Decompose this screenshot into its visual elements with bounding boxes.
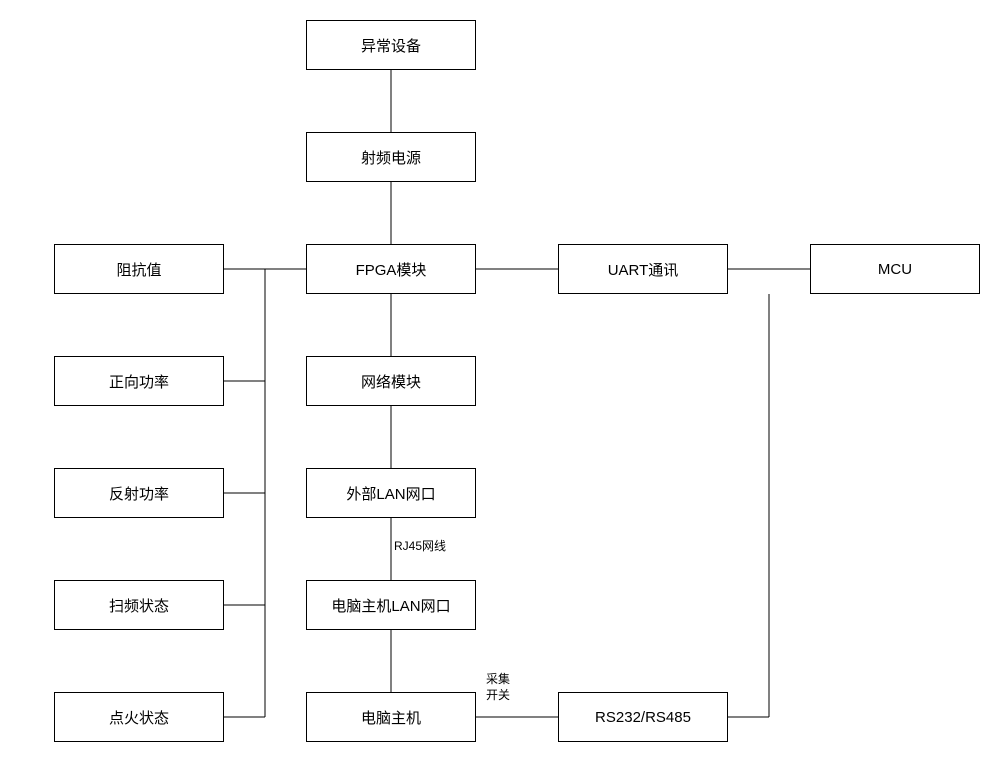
- node-reflected-power: 反射功率: [54, 468, 224, 518]
- node-forward-power: 正向功率: [54, 356, 224, 406]
- node-fpga: FPGA模块: [306, 244, 476, 294]
- node-label: 外部LAN网口: [346, 483, 435, 504]
- node-label: 反射功率: [109, 483, 169, 504]
- node-pc-lan: 电脑主机LAN网口: [306, 580, 476, 630]
- node-label: 扫频状态: [109, 595, 169, 616]
- node-rf-power: 射频电源: [306, 132, 476, 182]
- node-label: RS232/RS485: [595, 709, 691, 726]
- node-label: MCU: [878, 261, 912, 278]
- node-impedance: 阻抗值: [54, 244, 224, 294]
- node-label: 点火状态: [109, 707, 169, 728]
- node-sweep-status: 扫频状态: [54, 580, 224, 630]
- node-external-lan: 外部LAN网口: [306, 468, 476, 518]
- node-uart: UART通讯: [558, 244, 728, 294]
- node-label: 电脑主机: [361, 707, 421, 728]
- node-label: 正向功率: [109, 371, 169, 392]
- node-label: 异常设备: [361, 35, 421, 56]
- edge-label-collect-1: 采集: [486, 670, 510, 687]
- node-network-module: 网络模块: [306, 356, 476, 406]
- node-abnormal-device: 异常设备: [306, 20, 476, 70]
- edge-label-rj45: RJ45网线: [394, 537, 446, 554]
- node-label: 阻抗值: [116, 259, 161, 280]
- node-label: 电脑主机LAN网口: [331, 595, 450, 616]
- node-rs232: RS232/RS485: [558, 692, 728, 742]
- node-ignition-status: 点火状态: [54, 692, 224, 742]
- node-pc-host: 电脑主机: [306, 692, 476, 742]
- node-label: FPGA模块: [356, 259, 427, 280]
- node-mcu: MCU: [810, 244, 980, 294]
- edge-label-collect-2: 开关: [486, 686, 510, 703]
- node-label: UART通讯: [608, 259, 679, 280]
- node-label: 网络模块: [361, 371, 421, 392]
- node-label: 射频电源: [361, 147, 421, 168]
